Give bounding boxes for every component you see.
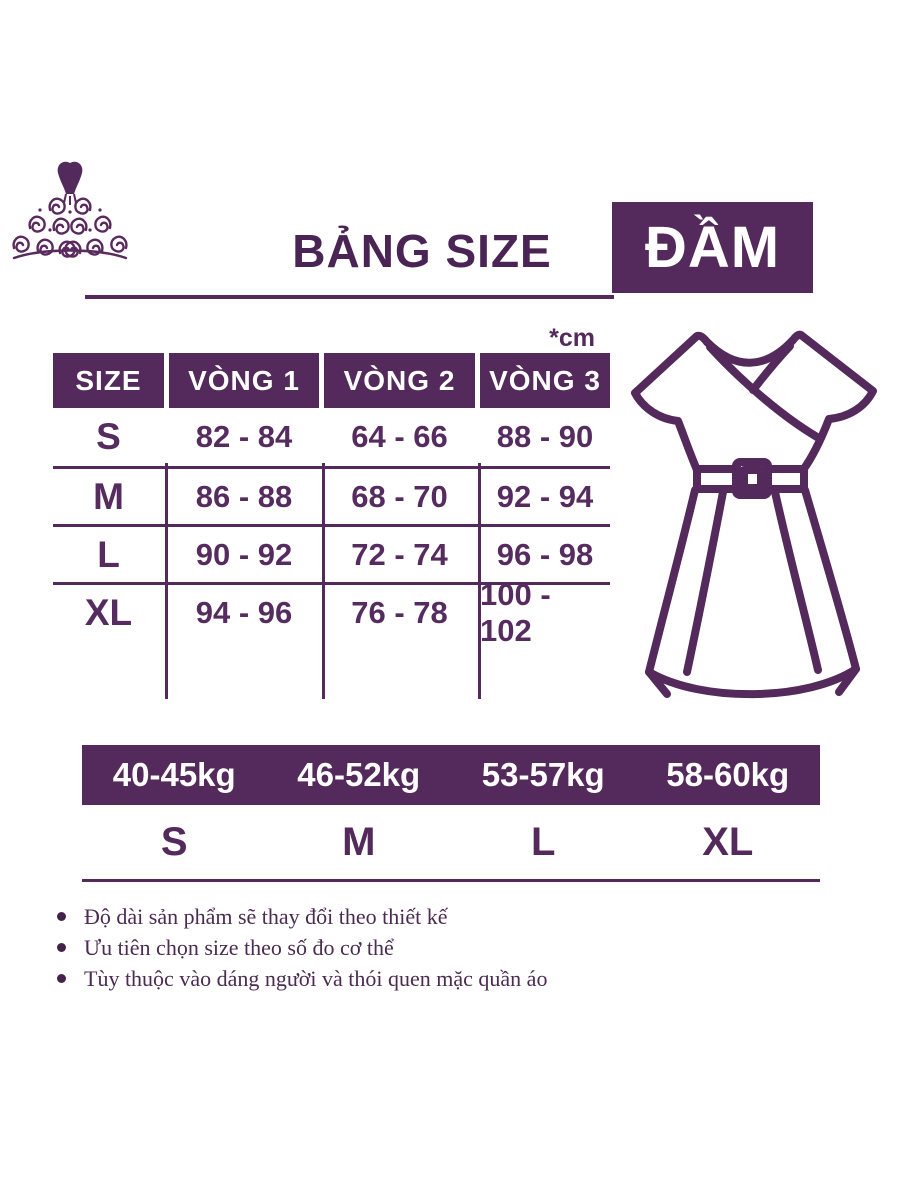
- bottom-divider: [82, 879, 820, 882]
- cell-size: XL: [84, 591, 133, 633]
- cell-vong2: 64 - 66: [351, 419, 448, 454]
- size-table-body: S 82 - 84 64 - 66 88 - 90 M 86 - 88 68 -…: [53, 408, 610, 699]
- column-header-vong1: VÒNG 1: [169, 353, 319, 408]
- table-row-m: M 86 - 88 68 - 70 92 - 94: [53, 466, 610, 524]
- note-text: Độ dài sản phẩm sẽ thay đổi theo thiết k…: [84, 903, 448, 929]
- cell-size: L: [97, 533, 120, 575]
- size-label: M: [342, 819, 376, 864]
- size-label: L: [531, 819, 556, 864]
- table-row-xl: XL 94 - 96 76 - 78 100 - 102: [53, 576, 610, 648]
- weight-range: 58-60kg: [666, 756, 790, 793]
- cell-vong3: 100 - 102: [480, 576, 551, 648]
- cell-vong3: 92 - 94: [496, 478, 594, 514]
- cell-vong1: 94 - 96: [195, 594, 293, 630]
- bullet-icon: [57, 912, 66, 921]
- size-table-header: SIZE VÒNG 1 VÒNG 2 VÒNG 3: [53, 353, 610, 408]
- cell-vong1: 86 - 88: [195, 478, 293, 514]
- cell-vong2: 68 - 70: [351, 478, 448, 514]
- column-header-size: SIZE: [53, 353, 164, 408]
- weight-range: 53-57kg: [481, 756, 605, 793]
- note-text: Ưu tiên chọn size theo số đo cơ thể: [84, 934, 394, 960]
- cell-vong1: 82 - 84: [195, 419, 293, 454]
- table-row-l: L 90 - 92 72 - 74 96 - 98: [53, 524, 610, 582]
- cell-vong2: 76 - 78: [351, 594, 448, 630]
- size-table: SIZE VÒNG 1 VÒNG 2 VÒNG 3 S 82 - 84 64 -…: [53, 353, 610, 699]
- column-header-vong3: VÒNG 3: [480, 353, 610, 408]
- weight-size-row: S M L XL: [82, 805, 820, 879]
- unit-note: *cm: [549, 324, 595, 352]
- notes-list: Độ dài sản phẩm sẽ thay đổi theo thiết k…: [57, 901, 757, 994]
- column-header-vong2: VÒNG 2: [324, 353, 475, 408]
- table-row-s: S 82 - 84 64 - 66 88 - 90: [53, 408, 610, 466]
- weight-range: 46-52kg: [297, 756, 421, 793]
- list-item: Ưu tiên chọn size theo số đo cơ thể: [57, 932, 757, 963]
- cell-size: M: [93, 475, 124, 517]
- list-item: Tùy thuộc vào dáng người và thói quen mặ…: [57, 963, 757, 994]
- category-badge: ĐẦM: [612, 202, 813, 293]
- size-label: S: [160, 819, 188, 864]
- cell-vong1: 90 - 92: [195, 536, 293, 572]
- brand-logo-icon: [12, 161, 128, 260]
- size-label: XL: [702, 819, 754, 864]
- column-divider: [478, 463, 481, 699]
- list-item: Độ dài sản phẩm sẽ thay đổi theo thiết k…: [57, 901, 757, 932]
- page-title: BẢNG SIZE: [292, 225, 552, 277]
- cell-size: S: [96, 416, 121, 457]
- column-divider: [322, 463, 325, 699]
- dress-outline-icon: [631, 330, 877, 699]
- weight-range-bar: 40-45kg 46-52kg 53-57kg 58-60kg: [82, 745, 820, 805]
- column-divider: [165, 463, 168, 699]
- cell-vong2: 72 - 74: [351, 536, 448, 572]
- cell-vong3: 96 - 98: [496, 536, 594, 572]
- note-text: Tùy thuộc vào dáng người và thói quen mặ…: [84, 965, 548, 991]
- title-underline: [85, 295, 614, 299]
- cell-vong3: 88 - 90: [496, 419, 594, 454]
- weight-range: 40-45kg: [112, 756, 236, 793]
- bullet-icon: [57, 943, 66, 952]
- bullet-icon: [57, 974, 66, 983]
